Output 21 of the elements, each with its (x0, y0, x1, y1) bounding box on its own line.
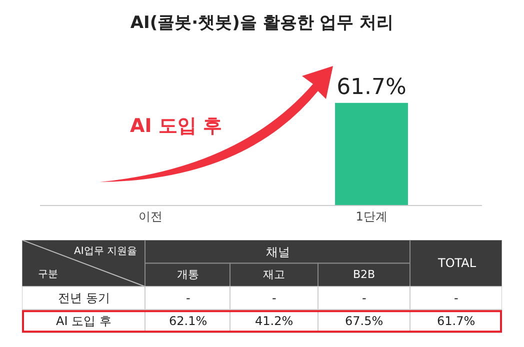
text: - (362, 291, 366, 305)
x-tick-label: 개통 (177, 268, 199, 281)
text: - (272, 291, 276, 305)
x-tick-label: 이전 (138, 209, 162, 224)
data-label: 62.1% (169, 314, 208, 328)
text: - (454, 291, 458, 305)
data-label: 67.5% (345, 314, 384, 328)
x-tick-label: 1단계 (356, 209, 388, 224)
annotation: AI 도입 후 (130, 115, 222, 137)
text: 구분 (38, 269, 58, 280)
x-tick-label: 재고 (263, 268, 285, 281)
data-label: 61.7% (437, 314, 476, 328)
x-tick-label: TOTAL (437, 256, 476, 270)
data-label: 41.2% (255, 314, 294, 328)
text: - (186, 291, 190, 305)
y-tick-label: 전년 동기 (58, 291, 110, 305)
chart-title: AI(콜봇·챗봇)을 활용한 업무 처리 (130, 12, 394, 33)
x-tick-label: B2B (353, 268, 376, 281)
text: 채널 (266, 245, 290, 259)
data-label: 61.7% (336, 74, 406, 100)
text: AI업무 지원율 (74, 246, 137, 257)
